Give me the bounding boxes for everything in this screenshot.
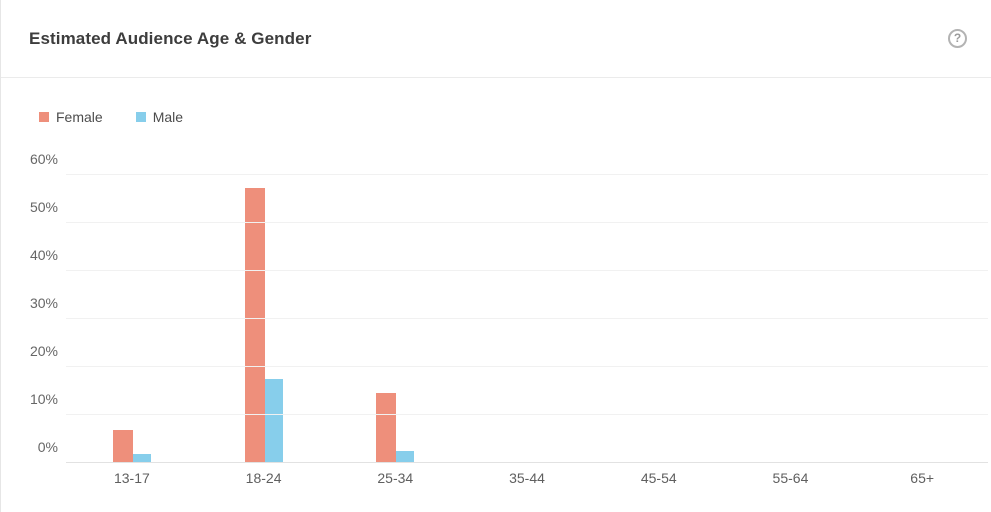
gridline-50 bbox=[66, 222, 988, 223]
x-axis-label-55-64: 55-64 bbox=[772, 470, 809, 486]
x-axis-label-65+: 65+ bbox=[910, 470, 935, 486]
legend-item-female[interactable]: Female bbox=[39, 109, 103, 125]
category-column-35-44 bbox=[461, 175, 593, 463]
category-column-65+ bbox=[856, 175, 988, 463]
help-icon[interactable]: ? bbox=[948, 29, 967, 48]
gridline-30 bbox=[66, 318, 988, 319]
card-header: Estimated Audience Age & Gender ? bbox=[1, 0, 991, 78]
card-title: Estimated Audience Age & Gender bbox=[29, 28, 312, 48]
category-column-18-24 bbox=[198, 175, 330, 463]
y-tick-label: 10% bbox=[29, 391, 58, 407]
gridline-60 bbox=[66, 174, 988, 175]
gridline-40 bbox=[66, 270, 988, 271]
bar-male-18-24[interactable] bbox=[264, 379, 283, 463]
y-tick-label: 40% bbox=[29, 247, 58, 263]
x-axis-label-13-17: 13-17 bbox=[113, 470, 150, 486]
x-axis-label-25-34: 25-34 bbox=[377, 470, 414, 486]
bar-female-18-24[interactable] bbox=[244, 187, 265, 463]
x-axis-label-35-44: 35-44 bbox=[509, 470, 545, 486]
x-axis-labels: 13-17 18-24 25-34 35-44 45-54 55-64 65+ bbox=[66, 463, 988, 486]
legend-label: Male bbox=[152, 109, 184, 125]
category-column-45-54 bbox=[593, 175, 725, 463]
y-tick-label: 0% bbox=[37, 439, 58, 455]
bar-female-25-34[interactable] bbox=[376, 393, 397, 463]
category-column-25-34 bbox=[329, 175, 461, 463]
legend-label: Female bbox=[56, 109, 103, 125]
bar-female-13-17[interactable] bbox=[112, 429, 133, 463]
category-column-13-17 bbox=[66, 175, 198, 463]
gridline-20 bbox=[66, 366, 988, 367]
y-tick-label: 60% bbox=[29, 151, 58, 167]
x-axis-label-18-24: 18-24 bbox=[245, 470, 282, 486]
legend-swatch-female bbox=[39, 112, 49, 122]
bar-male-13-17[interactable] bbox=[132, 453, 151, 463]
x-axis-label-45-54: 45-54 bbox=[640, 470, 677, 486]
gridline-10 bbox=[66, 414, 988, 415]
chart-legend: Female Male bbox=[39, 109, 183, 125]
y-tick-label: 20% bbox=[29, 343, 58, 359]
bar-columns bbox=[66, 175, 988, 463]
legend-item-male[interactable]: Male bbox=[135, 109, 184, 125]
x-axis-line bbox=[66, 462, 988, 463]
bar-male-25-34[interactable] bbox=[396, 451, 415, 463]
chart-plot-area: 13-17 18-24 25-34 35-44 45-54 55-64 65+ 0% 10% 2… bbox=[30, 151, 988, 486]
legend-swatch-male bbox=[135, 112, 146, 122]
y-tick-label: 30% bbox=[29, 295, 58, 311]
category-column-55-64 bbox=[725, 175, 857, 463]
y-tick-label: 50% bbox=[29, 199, 58, 215]
